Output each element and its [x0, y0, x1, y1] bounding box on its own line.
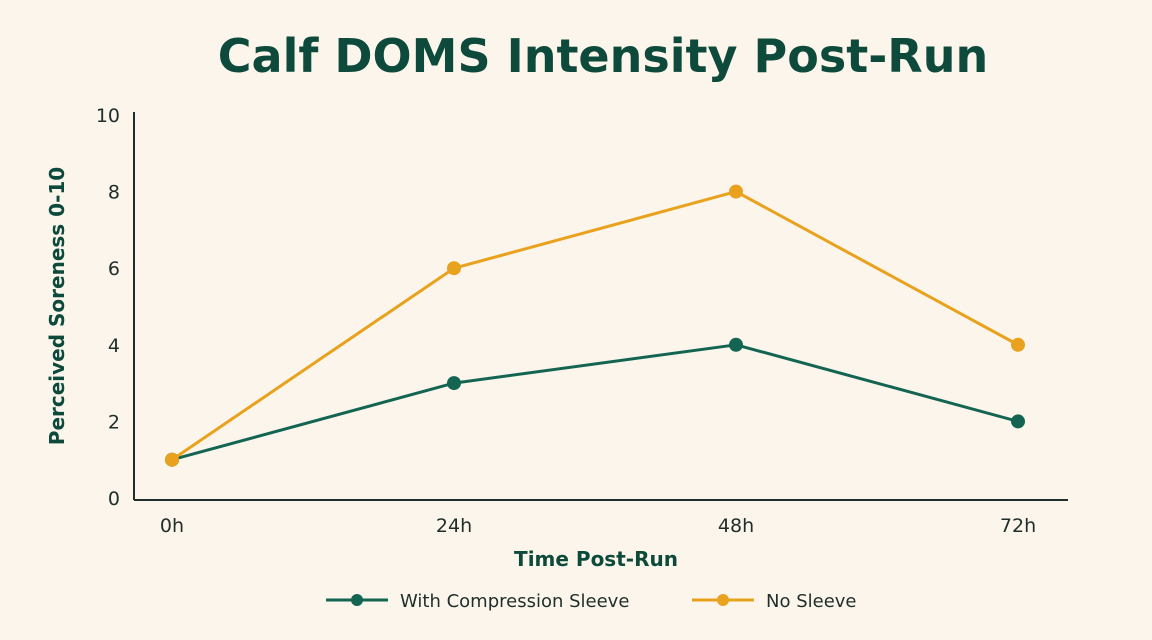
y-tick-2: 2 — [108, 411, 120, 433]
legend-marker-no-sleeve — [717, 594, 729, 606]
point-no-sleeve-24h — [447, 261, 461, 276]
x-tick-labels: 0h 24h 48h 72h — [160, 515, 1036, 537]
y-tick-4: 4 — [108, 335, 120, 357]
x-axis-title: Time Post-Run — [514, 547, 678, 571]
point-with-compression-sleeve-24h — [447, 376, 461, 391]
point-no-sleeve-72h — [1011, 337, 1025, 352]
legend-label-no-sleeve: No Sleeve — [766, 591, 857, 612]
series-line-with-compression-sleeve — [171, 343, 1019, 462]
legend-label-with-compression-sleeve: With Compression Sleeve — [400, 591, 629, 612]
y-tick-labels: 0 2 4 6 8 10 — [96, 105, 120, 510]
point-no-sleeve-0h — [165, 452, 179, 467]
y-tick-10: 10 — [96, 105, 120, 127]
x-tick-0h: 0h — [160, 515, 184, 537]
legend: With Compression Sleeve No Sleeve — [326, 591, 857, 612]
legend-item-no-sleeve: No Sleeve — [692, 591, 857, 612]
legend-marker-with-compression-sleeve — [351, 594, 363, 606]
series-with-compression-sleeve — [165, 337, 1025, 467]
series-layer — [165, 184, 1025, 467]
point-no-sleeve-48h — [729, 184, 743, 199]
point-with-compression-sleeve-72h — [1011, 414, 1025, 429]
y-tick-0: 0 — [108, 488, 120, 510]
series-line-no-sleeve — [171, 190, 1019, 461]
point-with-compression-sleeve-48h — [729, 337, 743, 352]
series-no-sleeve — [165, 184, 1025, 467]
y-tick-6: 6 — [108, 258, 120, 280]
x-tick-48h: 48h — [718, 515, 754, 537]
y-tick-8: 8 — [108, 182, 120, 204]
legend-item-with-compression-sleeve: With Compression Sleeve — [326, 591, 629, 612]
y-axis-title: Perceived Soreness 0-10 — [45, 167, 69, 445]
chart-title: Calf DOMS Intensity Post-Run — [218, 29, 988, 83]
x-tick-24h: 24h — [436, 515, 472, 537]
x-tick-72h: 72h — [1000, 515, 1036, 537]
